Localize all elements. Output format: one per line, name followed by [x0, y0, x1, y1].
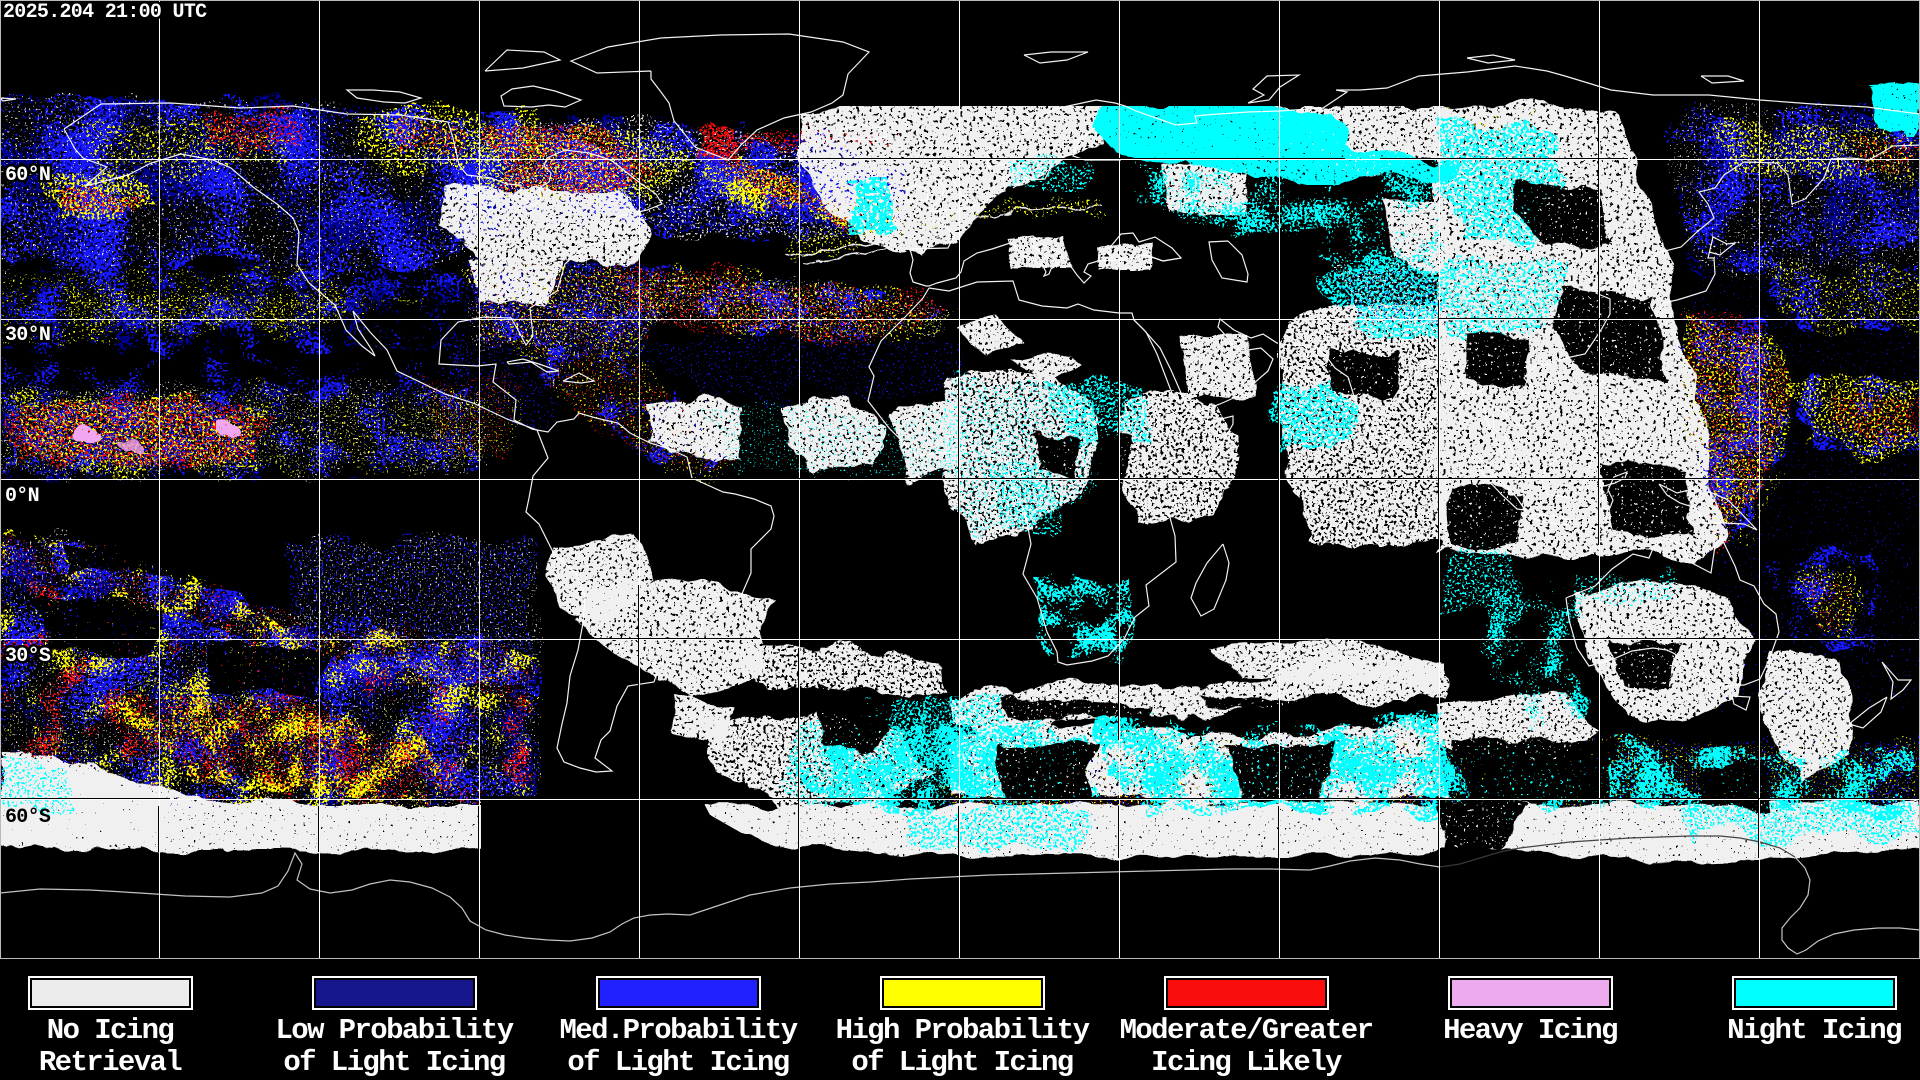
- svg-text:of Light Icing: of Light Icing: [283, 1046, 504, 1079]
- svg-text:Retrieval: Retrieval: [39, 1046, 182, 1079]
- svg-text:0°N: 0°N: [5, 485, 39, 508]
- svg-text:Med.Probability: Med.Probability: [559, 1014, 797, 1047]
- svg-text:Heavy Icing: Heavy Icing: [1443, 1014, 1617, 1047]
- svg-text:60°N: 60°N: [5, 164, 50, 187]
- svg-text:Moderate/Greater: Moderate/Greater: [1120, 1014, 1373, 1047]
- svg-text:of Light Icing: of Light Icing: [567, 1046, 788, 1079]
- svg-text:Night Icing: Night Icing: [1727, 1014, 1901, 1047]
- svg-text:of Light Icing: of Light Icing: [851, 1046, 1072, 1079]
- svg-text:Low Probability: Low Probability: [275, 1014, 513, 1047]
- svg-text:Icing Likely: Icing Likely: [1151, 1046, 1342, 1079]
- svg-text:2025.204 21:00 UTC: 2025.204 21:00 UTC: [3, 1, 207, 24]
- svg-text:30°N: 30°N: [5, 324, 50, 347]
- svg-text:60°S: 60°S: [5, 806, 51, 829]
- svg-text:No Icing: No Icing: [47, 1014, 174, 1047]
- svg-text:30°S: 30°S: [5, 645, 51, 668]
- svg-text:High Probability: High Probability: [836, 1014, 1090, 1047]
